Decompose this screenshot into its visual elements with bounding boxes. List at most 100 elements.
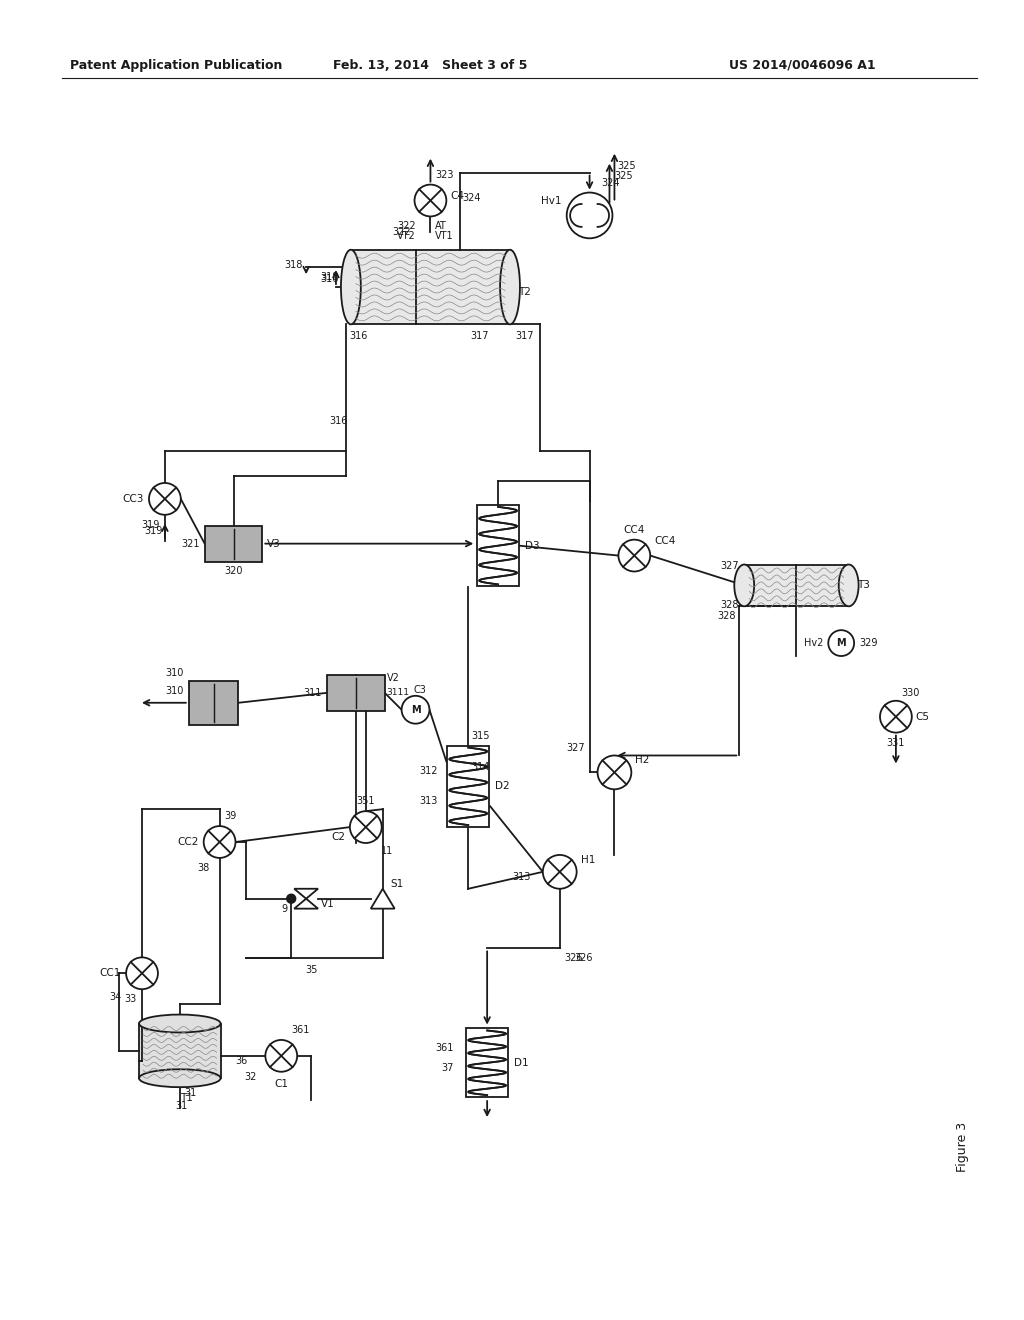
Text: CC2: CC2 <box>177 837 199 847</box>
Text: 326: 326 <box>574 953 593 964</box>
Text: 3111: 3111 <box>387 688 410 697</box>
Circle shape <box>126 957 158 989</box>
Polygon shape <box>294 899 318 908</box>
Bar <box>139 1023 220 1078</box>
Text: 327: 327 <box>566 743 585 752</box>
Text: 310: 310 <box>166 686 183 696</box>
Text: 313: 313 <box>513 871 530 882</box>
Text: T3: T3 <box>857 581 869 590</box>
Text: 351: 351 <box>356 796 375 807</box>
Bar <box>327 675 385 710</box>
Polygon shape <box>294 888 318 899</box>
Text: C3: C3 <box>414 685 426 694</box>
Text: 319: 319 <box>141 520 160 529</box>
Text: 361: 361 <box>435 1043 454 1053</box>
Circle shape <box>543 855 577 888</box>
Text: 322: 322 <box>397 220 416 231</box>
Text: 32: 32 <box>244 1072 256 1081</box>
Circle shape <box>265 1040 297 1072</box>
Text: CC4: CC4 <box>654 536 676 545</box>
Bar <box>744 565 849 606</box>
Text: 315: 315 <box>471 730 489 741</box>
Text: 35: 35 <box>305 965 317 975</box>
Text: 324: 324 <box>601 178 620 187</box>
Text: 33: 33 <box>125 994 137 1005</box>
Text: 9: 9 <box>282 904 287 913</box>
Ellipse shape <box>500 249 520 325</box>
Text: 31: 31 <box>184 1088 197 1098</box>
Circle shape <box>415 185 446 216</box>
Text: T2: T2 <box>518 286 530 297</box>
Text: 313: 313 <box>419 796 437 807</box>
Text: 312: 312 <box>419 767 437 776</box>
Text: 11: 11 <box>381 846 393 855</box>
Circle shape <box>350 812 382 843</box>
Ellipse shape <box>839 565 858 606</box>
Text: H2: H2 <box>635 755 649 766</box>
Text: C4: C4 <box>451 190 464 201</box>
Text: VT2: VT2 <box>396 231 416 240</box>
Text: 318: 318 <box>285 260 303 271</box>
Text: T1: T1 <box>180 1093 193 1104</box>
Ellipse shape <box>139 1015 220 1032</box>
Text: 325: 325 <box>617 161 636 170</box>
Text: D1: D1 <box>514 1057 528 1068</box>
Text: Figure 3: Figure 3 <box>956 1122 969 1172</box>
Text: V2: V2 <box>387 673 399 682</box>
Text: 38: 38 <box>198 863 210 873</box>
Circle shape <box>828 630 854 656</box>
Text: 318: 318 <box>321 272 339 282</box>
Text: 329: 329 <box>859 638 878 648</box>
Text: 314: 314 <box>471 763 489 772</box>
Polygon shape <box>371 888 394 908</box>
Text: V3: V3 <box>267 539 281 549</box>
Text: 324: 324 <box>462 193 481 202</box>
Text: Hv2: Hv2 <box>804 638 823 648</box>
Text: 311: 311 <box>304 688 322 698</box>
Text: 319: 319 <box>144 525 163 536</box>
Bar <box>447 746 489 828</box>
Bar <box>205 525 262 561</box>
Text: D3: D3 <box>525 541 540 550</box>
Text: 320: 320 <box>224 566 243 577</box>
Text: AT: AT <box>435 220 447 231</box>
Text: 326: 326 <box>564 953 584 964</box>
Text: 31: 31 <box>175 1101 187 1111</box>
Text: 36: 36 <box>236 1056 248 1065</box>
Text: US 2014/0046096 A1: US 2014/0046096 A1 <box>729 59 876 71</box>
Text: 316: 316 <box>330 416 348 426</box>
Text: 330: 330 <box>901 688 920 698</box>
Text: 325: 325 <box>614 170 633 181</box>
Text: 310: 310 <box>166 668 183 678</box>
Ellipse shape <box>734 565 755 606</box>
Text: D2: D2 <box>495 781 510 791</box>
Circle shape <box>204 826 236 858</box>
Text: H1: H1 <box>581 855 595 865</box>
Text: Patent Application Publication: Patent Application Publication <box>71 59 283 71</box>
Text: 39: 39 <box>224 812 237 821</box>
Text: 331: 331 <box>887 738 905 747</box>
Text: C5: C5 <box>915 711 930 722</box>
Text: M: M <box>837 638 846 648</box>
Text: 34: 34 <box>109 993 121 1002</box>
Text: S1: S1 <box>391 879 403 888</box>
Text: CC3: CC3 <box>123 494 144 504</box>
Circle shape <box>287 894 296 903</box>
Bar <box>466 1028 508 1097</box>
Text: M: M <box>411 705 420 714</box>
Text: 317: 317 <box>470 331 488 342</box>
Text: CC4: CC4 <box>624 525 645 535</box>
Text: C1: C1 <box>274 1078 289 1089</box>
Circle shape <box>401 696 429 723</box>
Text: 328: 328 <box>721 601 739 610</box>
Circle shape <box>880 701 911 733</box>
Bar <box>351 249 510 325</box>
Bar <box>477 504 519 586</box>
Text: 327: 327 <box>721 561 739 570</box>
Text: 361: 361 <box>291 1026 309 1035</box>
Ellipse shape <box>341 249 360 325</box>
Text: 316: 316 <box>349 331 368 342</box>
Bar <box>188 681 239 725</box>
Text: 37: 37 <box>441 1063 454 1073</box>
Text: Hv1: Hv1 <box>542 195 562 206</box>
